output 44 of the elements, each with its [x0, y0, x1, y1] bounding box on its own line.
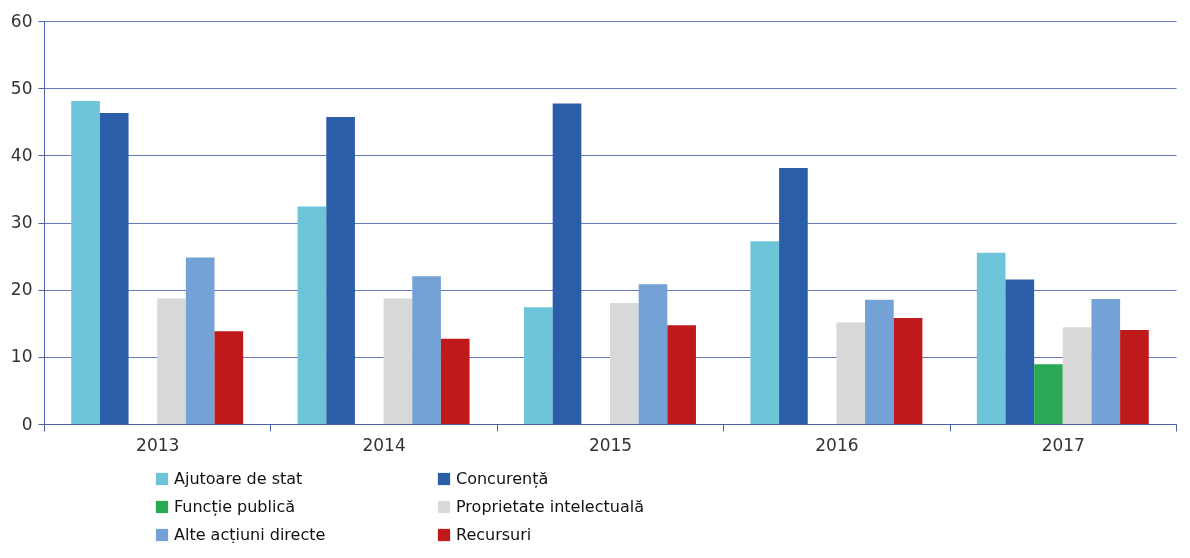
bar [412, 276, 441, 424]
bar [779, 168, 808, 424]
x-tick-label: 2017 [1041, 434, 1085, 455]
y-tick-label: 30 [10, 212, 33, 232]
bar [836, 322, 866, 424]
x-tick-label: 2014 [362, 434, 406, 455]
y-tick-label: 0 [21, 413, 33, 434]
bar [1091, 299, 1121, 424]
x-tick-label: 2013 [136, 434, 180, 455]
bar [1120, 329, 1149, 424]
bar [976, 252, 1006, 424]
bar [524, 307, 553, 424]
legend-label: Ajutoare de stat [174, 469, 303, 488]
bar [1034, 364, 1063, 424]
bar [552, 103, 582, 424]
y-tick-label: 60 [10, 10, 33, 31]
bar [214, 331, 244, 424]
bar [750, 241, 780, 424]
bar [185, 257, 215, 424]
bar [893, 317, 923, 424]
bar [1005, 279, 1035, 424]
bar [157, 298, 186, 424]
bar [326, 117, 355, 424]
y-tick-label: 40 [10, 144, 33, 165]
bar [667, 325, 696, 424]
bar [1062, 327, 1092, 424]
bar [297, 206, 327, 424]
y-tick-label: 50 [10, 77, 33, 98]
legend-label: Recursuri [456, 525, 532, 544]
bar [383, 298, 413, 424]
y-tick-label: 10 [10, 346, 33, 367]
bar [638, 284, 668, 424]
legend-label: Alte acțiuni directe [174, 525, 326, 544]
x-tick-label: 2016 [815, 434, 859, 455]
y-tick-label: 20 [10, 279, 33, 300]
bar [865, 299, 894, 424]
legend-label: Concurență [456, 469, 549, 488]
x-tick-label: 2015 [588, 434, 633, 455]
bar [440, 338, 470, 424]
legend-label: Funcție publică [174, 497, 295, 516]
bar [610, 303, 639, 424]
bar [99, 113, 129, 424]
bar [71, 100, 100, 424]
legend-label: Proprietate intelectuală [456, 497, 644, 516]
